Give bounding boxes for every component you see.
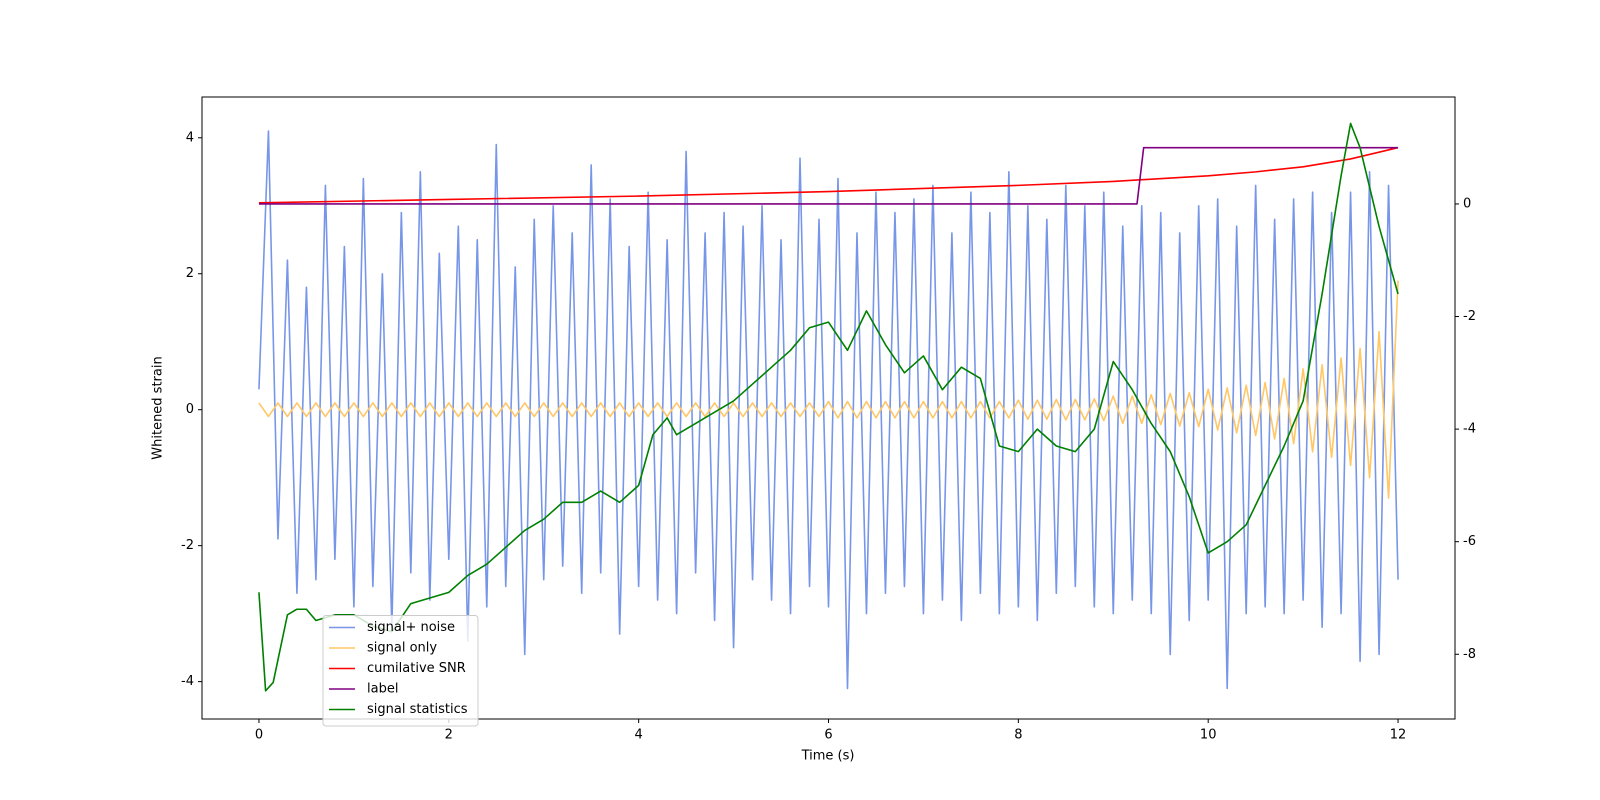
x-tick-label: 12	[1390, 728, 1407, 743]
y2-tick-label: -8	[1463, 647, 1476, 662]
series-line	[258, 280, 1399, 499]
y-tick-label: 0	[186, 402, 194, 417]
y-tick-label: -4	[181, 674, 194, 689]
legend: signal+ noise signal only cumilative SNR la…	[322, 615, 479, 727]
legend-label: signal statistics	[367, 702, 468, 717]
y-tick-label: 4	[186, 130, 194, 145]
x-tick-label: 6	[824, 728, 832, 743]
legend-label: label	[367, 682, 398, 697]
x-tick-label: 8	[1014, 728, 1022, 743]
y2-tick-label: -2	[1463, 309, 1476, 324]
legend-label: cumilative SNR	[367, 661, 466, 676]
y2-tick-label: 0	[1463, 196, 1471, 211]
x-tick-label: 2	[445, 728, 453, 743]
x-tick-label: 0	[255, 728, 263, 743]
plot-area	[258, 122, 1399, 692]
y2-tick-label: -4	[1463, 422, 1476, 437]
legend-box	[322, 615, 479, 727]
legend-label: signal only	[367, 641, 437, 656]
legend-label: signal+ noise	[367, 620, 455, 635]
y-tick-label: -2	[181, 538, 194, 553]
series-line	[258, 122, 1399, 692]
y-tick-label: 2	[186, 266, 194, 281]
x-tick-label: 10	[1200, 728, 1217, 743]
series-line	[258, 130, 1399, 690]
y-axis-label: Whitened strain	[151, 356, 166, 459]
series-line	[258, 146, 1399, 205]
x-axis-label: Time (s)	[801, 749, 855, 764]
y2-tick-label: -6	[1463, 534, 1476, 549]
series-line	[258, 146, 1399, 204]
x-tick-label: 4	[635, 728, 643, 743]
